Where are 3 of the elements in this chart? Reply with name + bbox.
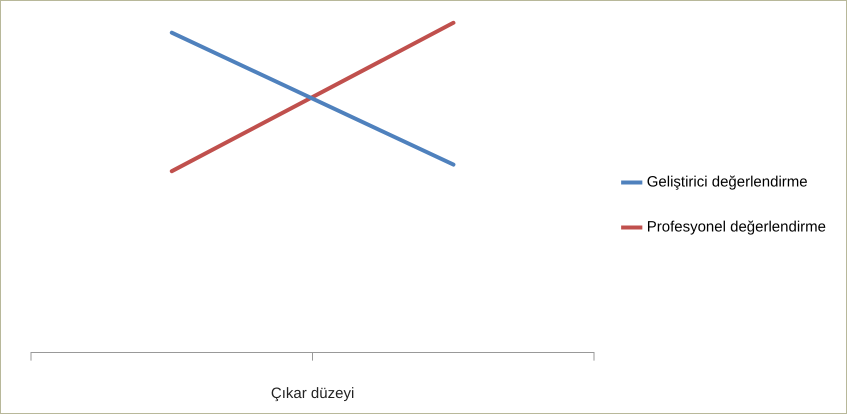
- x-axis-title: Çıkar düzeyi: [270, 385, 354, 402]
- legend-label: Geliştirici değerlendirme: [646, 174, 808, 191]
- legend-label: Profesyonel değerlendirme: [646, 218, 826, 236]
